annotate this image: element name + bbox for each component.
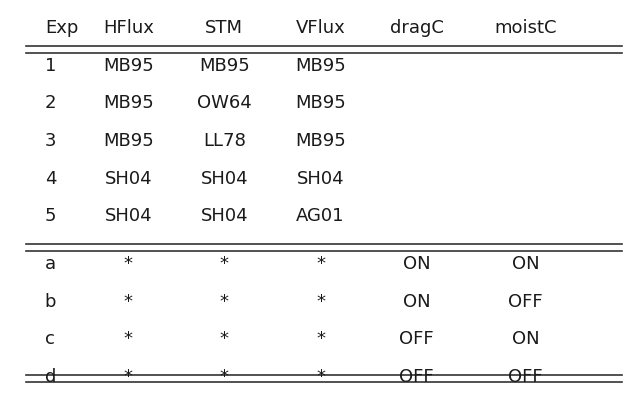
Text: ON: ON <box>403 293 431 311</box>
Text: VFlux: VFlux <box>296 19 345 37</box>
Text: ON: ON <box>512 255 540 273</box>
Text: c: c <box>45 330 54 349</box>
Text: SH04: SH04 <box>104 170 152 188</box>
Text: 2: 2 <box>45 94 56 112</box>
Text: MB95: MB95 <box>103 94 154 112</box>
Text: MB95: MB95 <box>295 132 346 150</box>
Text: Exp: Exp <box>45 19 78 37</box>
Text: MB95: MB95 <box>295 56 346 75</box>
Text: SH04: SH04 <box>297 170 344 188</box>
Text: ON: ON <box>403 255 431 273</box>
Text: MB95: MB95 <box>103 56 154 75</box>
Text: dragC: dragC <box>390 19 444 37</box>
Text: moistC: moistC <box>494 19 557 37</box>
Text: OFF: OFF <box>508 368 543 386</box>
Text: 5: 5 <box>45 207 56 225</box>
Text: *: * <box>316 293 325 311</box>
Text: a: a <box>45 255 56 273</box>
Text: *: * <box>124 293 133 311</box>
Text: MB95: MB95 <box>199 56 250 75</box>
Text: ON: ON <box>512 330 540 349</box>
Text: OFF: OFF <box>399 330 434 349</box>
Text: *: * <box>124 368 133 386</box>
Text: *: * <box>220 368 229 386</box>
Text: *: * <box>124 255 133 273</box>
Text: *: * <box>316 330 325 349</box>
Text: MB95: MB95 <box>103 132 154 150</box>
Text: OFF: OFF <box>399 368 434 386</box>
Text: AG01: AG01 <box>296 207 345 225</box>
Text: d: d <box>45 368 56 386</box>
Text: *: * <box>316 368 325 386</box>
Text: SH04: SH04 <box>201 170 248 188</box>
Text: LL78: LL78 <box>203 132 246 150</box>
Text: MB95: MB95 <box>295 94 346 112</box>
Text: 3: 3 <box>45 132 56 150</box>
Text: HFlux: HFlux <box>103 19 154 37</box>
Text: *: * <box>316 255 325 273</box>
Text: STM: STM <box>205 19 244 37</box>
Text: 1: 1 <box>45 56 56 75</box>
Text: 4: 4 <box>45 170 56 188</box>
Text: OW64: OW64 <box>197 94 252 112</box>
Text: *: * <box>220 255 229 273</box>
Text: b: b <box>45 293 56 311</box>
Text: OFF: OFF <box>508 293 543 311</box>
Text: *: * <box>220 330 229 349</box>
Text: *: * <box>124 330 133 349</box>
Text: SH04: SH04 <box>201 207 248 225</box>
Text: SH04: SH04 <box>104 207 152 225</box>
Text: *: * <box>220 293 229 311</box>
